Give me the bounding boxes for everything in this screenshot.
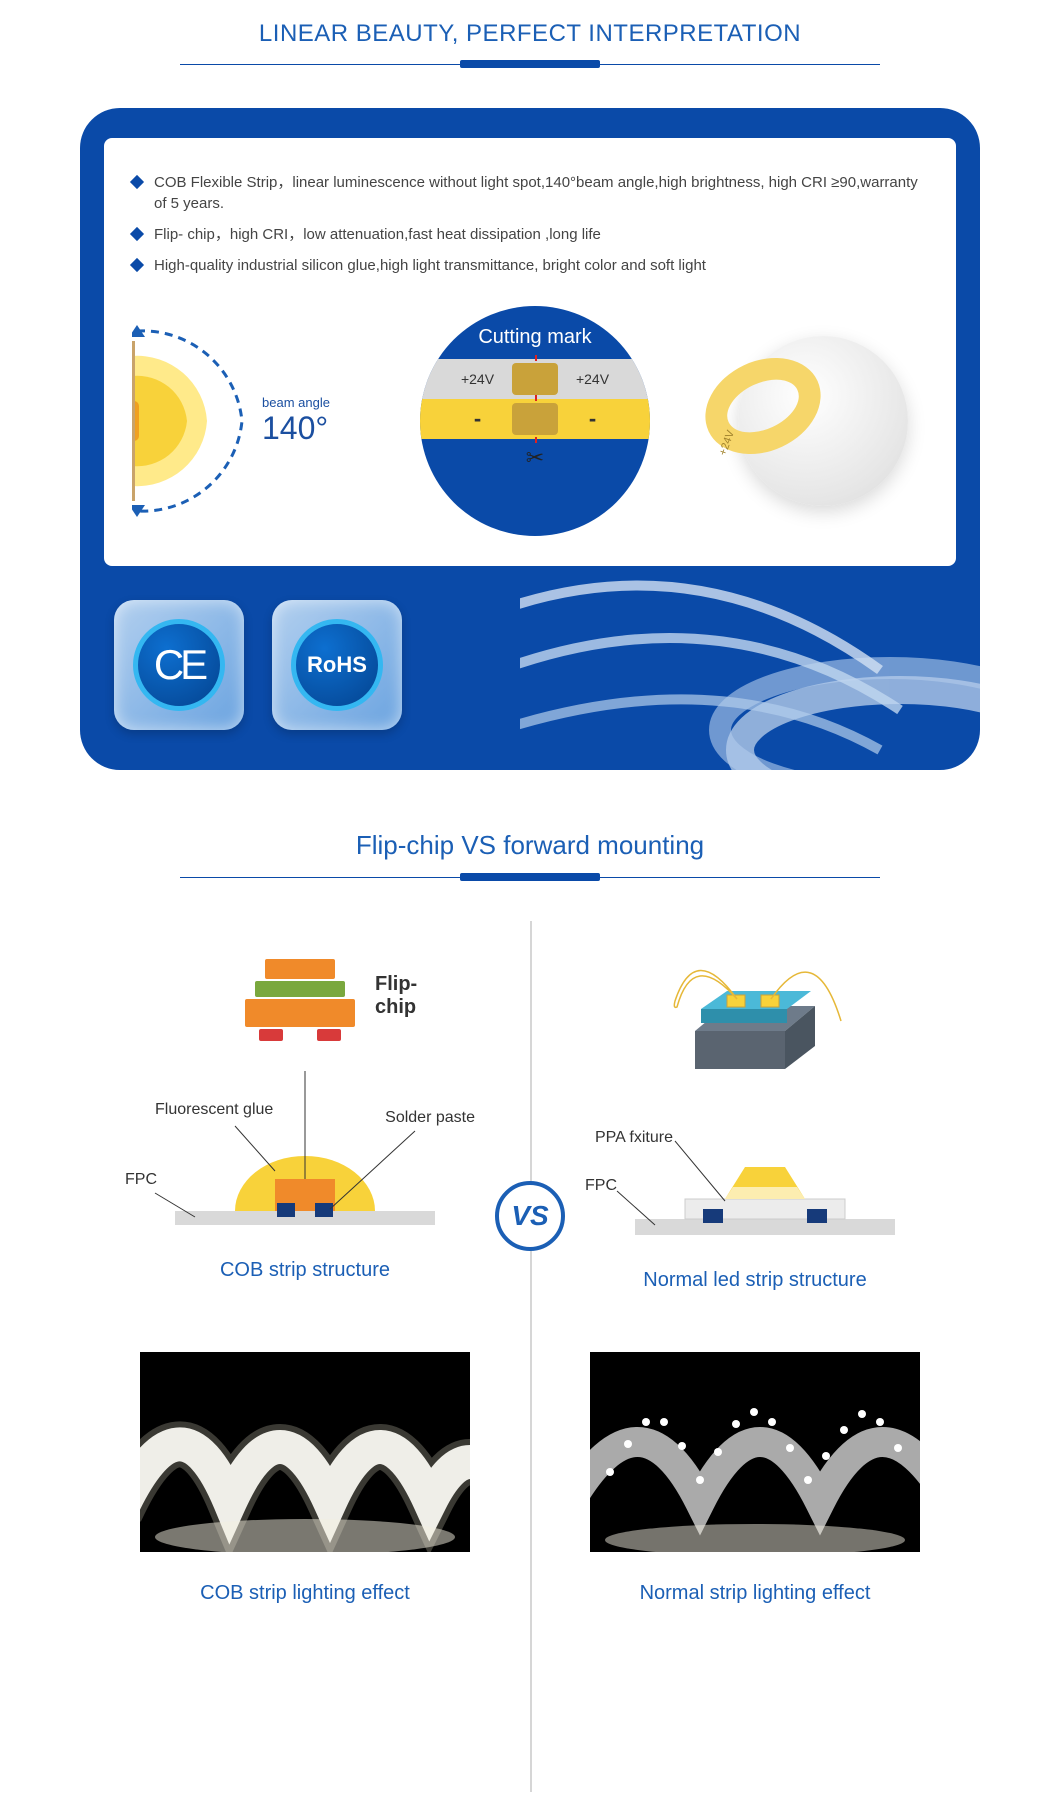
cutting-mark-figure: Cutting mark +24V +24V - - ✂ bbox=[420, 306, 650, 536]
cut-minus-right: - bbox=[589, 406, 596, 432]
led-reel-figure: +24V bbox=[698, 321, 928, 521]
title-text: Flip-chip VS forward mounting bbox=[0, 830, 1060, 861]
compare-left: Flip- chip FPC Fluorescent glue Solder p… bbox=[80, 921, 530, 1292]
cob-effect-caption: COB strip lighting effect bbox=[200, 1582, 410, 1605]
effect-right: Normal strip lighting effect bbox=[530, 1352, 980, 1605]
cut-voltage-right: +24V bbox=[576, 371, 609, 387]
flip-chip-label: Flip- chip bbox=[375, 973, 417, 1019]
feature-panel-inner: COB Flexible Strip，linear luminescence w… bbox=[104, 138, 956, 566]
vs-badge: VS bbox=[495, 1181, 565, 1251]
cob-effect-image bbox=[140, 1352, 470, 1552]
cut-strip: +24V +24V - - bbox=[420, 359, 650, 439]
bullet-item: Flip- chip，high CRI，low attenuation,fast… bbox=[132, 224, 928, 245]
rohs-text: RoHS bbox=[307, 652, 367, 678]
cut-minus-left: - bbox=[474, 406, 481, 432]
beam-label: beam angle 140° bbox=[262, 395, 330, 447]
bullet-text: High-quality industrial silicon glue,hig… bbox=[154, 255, 706, 276]
title-text: LINEAR BEAUTY, PERFECT INTERPRETATION bbox=[0, 20, 1060, 48]
bullet-item: High-quality industrial silicon glue,hig… bbox=[132, 255, 928, 276]
bullet-text: COB Flexible Strip，linear luminescence w… bbox=[154, 172, 928, 214]
diamond-icon bbox=[130, 258, 144, 272]
section-title-2: Flip-chip VS forward mounting bbox=[0, 830, 1060, 881]
cutting-mark-title: Cutting mark bbox=[478, 326, 591, 349]
normal-structure-caption: Normal led strip structure bbox=[643, 1269, 866, 1292]
compare-right: PPA fxiture FPC Normal led strip structu… bbox=[530, 921, 980, 1292]
cob-structure-figure: FPC Fluorescent glue Solder paste bbox=[125, 1071, 485, 1241]
normal-effect-caption: Normal strip lighting effect bbox=[640, 1582, 871, 1605]
cut-voltage-left: +24V bbox=[461, 371, 494, 387]
effect-left: COB strip lighting effect bbox=[80, 1352, 530, 1605]
cob-structure-caption: COB strip structure bbox=[220, 1259, 390, 1282]
normal-effect-image bbox=[590, 1352, 920, 1552]
beam-angle-value: 140° bbox=[262, 410, 330, 447]
rohs-badge: RoHS bbox=[272, 600, 402, 730]
forward-chip-figure bbox=[665, 951, 845, 1071]
diagram-row: beam angle 140° Cutting mark +24V +24V - bbox=[132, 306, 928, 536]
ce-text: CE bbox=[154, 641, 204, 689]
beam-label-text: beam angle bbox=[262, 395, 330, 410]
divider bbox=[180, 60, 880, 68]
ce-badge: CE bbox=[114, 600, 244, 730]
diamond-icon bbox=[130, 227, 144, 241]
cert-badge-row: CE RoHS bbox=[104, 600, 956, 730]
divider bbox=[180, 873, 880, 881]
flip-chip-stack: Flip- chip bbox=[205, 951, 405, 1061]
feature-panel: COB Flexible Strip，linear luminescence w… bbox=[80, 108, 980, 770]
comparison-block: VS Flip- chip FPC Fluorescent glue Solde… bbox=[80, 921, 980, 1292]
section-title-1: LINEAR BEAUTY, PERFECT INTERPRETATION bbox=[0, 20, 1060, 68]
beam-angle-figure: beam angle 140° bbox=[132, 321, 372, 521]
normal-structure-figure: PPA fxiture FPC bbox=[575, 1081, 935, 1251]
scissors-icon: ✂ bbox=[526, 445, 544, 471]
bullet-item: COB Flexible Strip，linear luminescence w… bbox=[132, 172, 928, 214]
diamond-icon bbox=[130, 175, 144, 189]
bullet-text: Flip- chip，high CRI，low attenuation,fast… bbox=[154, 224, 601, 245]
